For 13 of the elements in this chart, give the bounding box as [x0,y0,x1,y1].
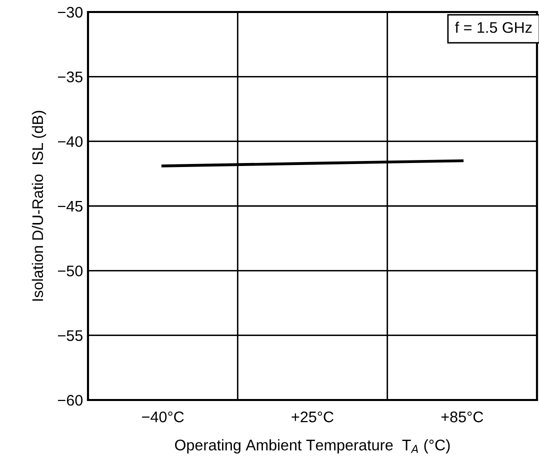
x-axis-title: Operating Ambient Temperature T$_{A}$ (°C) [175,439,450,454]
x-tick-label: +85°C [441,412,484,422]
x-tick-label: −40°C [142,412,184,422]
y-tick-label: −30 [58,6,83,18]
y-tick-label: −60 [58,394,83,406]
y-tick-label: −45 [58,201,82,212]
y-axis-title: Isolation D/U-Ratio ISL (dB) [32,110,46,301]
y-tick-label: −55 [58,330,82,342]
x-tick-label: +25°C [292,412,334,422]
y-tick-label: −40 [58,136,83,148]
annotation: f = 1.5 GHz [455,22,532,33]
y-tick-label: −50 [58,266,83,276]
y-tick-label: −35 [58,72,82,82]
